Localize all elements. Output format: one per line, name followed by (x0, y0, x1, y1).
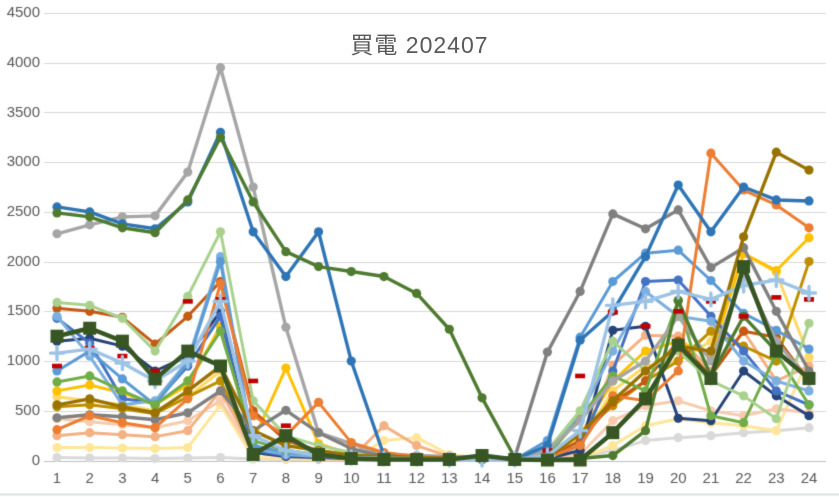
chart-title: 買電 202407 (350, 32, 489, 58)
